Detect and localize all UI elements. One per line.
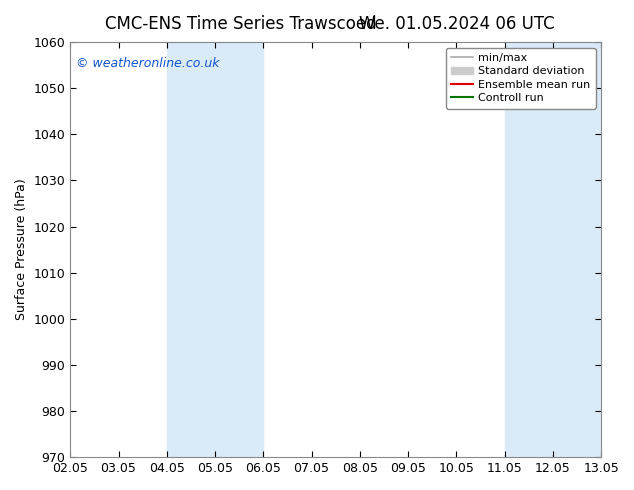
Y-axis label: Surface Pressure (hPa): Surface Pressure (hPa) (15, 179, 28, 320)
Text: We. 01.05.2024 06 UTC: We. 01.05.2024 06 UTC (359, 15, 554, 33)
Bar (167, 42, 263, 457)
Text: CMC-ENS Time Series Trawscoed: CMC-ENS Time Series Trawscoed (105, 15, 377, 33)
Text: © weatheronline.co.uk: © weatheronline.co.uk (75, 56, 219, 70)
Legend: min/max, Standard deviation, Ensemble mean run, Controll run: min/max, Standard deviation, Ensemble me… (446, 48, 595, 109)
Bar (505, 42, 601, 457)
